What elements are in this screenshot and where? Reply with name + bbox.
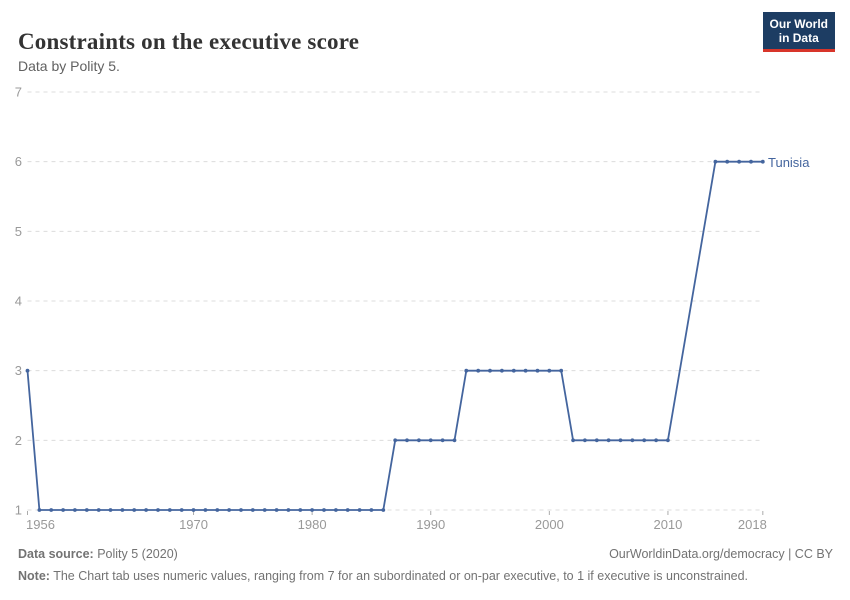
note-text: Note: The Chart tab uses numeric values,… (18, 569, 748, 583)
data-point[interactable] (618, 438, 623, 443)
data-point[interactable] (156, 508, 160, 512)
data-source-text: Data source: Polity 5 (2020) (18, 547, 178, 561)
data-point[interactable] (179, 508, 184, 512)
data-point[interactable] (606, 438, 611, 443)
data-point[interactable] (452, 438, 457, 443)
data-point[interactable] (713, 159, 718, 164)
y-axis-tick-label: 7 (15, 84, 22, 99)
data-point[interactable] (594, 438, 599, 443)
data-point[interactable] (310, 508, 314, 512)
data-point[interactable] (749, 159, 753, 164)
y-axis-tick-label: 4 (15, 293, 22, 308)
y-axis-tick-label: 3 (15, 363, 22, 378)
data-point[interactable] (25, 368, 30, 373)
data-point[interactable] (369, 508, 374, 512)
data-point[interactable] (262, 508, 267, 512)
x-axis-tick-label: 1970 (179, 517, 208, 532)
data-point[interactable] (500, 368, 504, 373)
y-axis-tick-label: 2 (15, 433, 22, 448)
data-point[interactable] (357, 508, 362, 512)
y-axis-tick-label: 5 (15, 224, 22, 239)
data-point[interactable] (84, 508, 89, 512)
owid-logo[interactable]: Our World in Data (762, 12, 835, 52)
data-point[interactable] (108, 508, 113, 512)
chart-canvas: 1 2 3 4 5 6 7 1956 1970 1980 1990 2000 2010 2018 (15, 84, 767, 532)
data-point[interactable] (511, 368, 516, 373)
tunisia-line[interactable] (26, 160, 763, 511)
data-point[interactable] (476, 368, 481, 373)
data-point[interactable] (215, 508, 220, 512)
data-point[interactable] (167, 508, 172, 512)
data-point[interactable] (547, 368, 552, 373)
data-point[interactable] (203, 508, 208, 512)
note-value: The Chart tab uses numeric values, rangi… (49, 569, 749, 583)
data-point[interactable] (571, 438, 575, 443)
chart-subtitle: Data by Polity 5. (18, 58, 120, 74)
data-point[interactable] (96, 508, 101, 512)
data-point[interactable] (583, 438, 587, 443)
data-point[interactable] (725, 159, 730, 164)
note-label: Note: (18, 569, 50, 583)
data-point[interactable] (417, 438, 421, 443)
data-point[interactable] (393, 438, 398, 443)
data-point[interactable] (737, 159, 741, 164)
page-title: Constraints on the executive score (18, 29, 360, 55)
data-point[interactable] (132, 508, 137, 512)
owid-logo-line1: Our World (769, 17, 828, 31)
data-point[interactable] (274, 508, 279, 512)
y-axis-tick-label: 1 (15, 503, 22, 518)
owid-link[interactable]: OurWorldinData.org/democracy | CC BY (609, 547, 833, 561)
x-axis-tick-label: 1956 (26, 517, 55, 532)
data-point[interactable] (37, 508, 42, 512)
data-point[interactable] (488, 368, 492, 373)
data-point[interactable] (191, 508, 196, 512)
data-point[interactable] (559, 368, 564, 373)
data-point[interactable] (428, 438, 433, 443)
data-point[interactable] (73, 508, 77, 512)
data-point[interactable] (286, 508, 291, 512)
x-axis-tick-label: 1990 (416, 517, 445, 532)
data-point[interactable] (666, 438, 670, 443)
data-point[interactable] (464, 368, 469, 373)
data-point[interactable] (239, 508, 243, 512)
data-point[interactable] (630, 438, 635, 443)
data-point[interactable] (120, 508, 125, 512)
y-axis-tick-label: 6 (15, 154, 22, 169)
x-axis-tick-label: 2010 (653, 517, 682, 532)
data-point[interactable] (405, 438, 409, 443)
data-point[interactable] (760, 159, 765, 164)
x-axis-tick-label: 1980 (298, 517, 327, 532)
data-point[interactable] (227, 508, 232, 512)
data-source-label: Data source: (18, 547, 94, 561)
owid-logo-line2: in Data (778, 31, 819, 45)
data-point[interactable] (523, 368, 528, 373)
data-point[interactable] (535, 368, 540, 373)
data-point[interactable] (49, 508, 54, 512)
data-point[interactable] (654, 438, 658, 443)
data-point[interactable] (144, 508, 149, 512)
data-point[interactable] (322, 508, 326, 512)
data-source-value: Polity 5 (2020) (93, 547, 178, 561)
data-point[interactable] (381, 508, 386, 512)
data-point[interactable] (61, 508, 65, 512)
series-label-tunisia[interactable]: Tunisia (768, 155, 810, 170)
data-point[interactable] (642, 438, 647, 443)
data-point[interactable] (298, 508, 303, 512)
x-axis-tick-label: 2018 (738, 517, 767, 532)
data-point[interactable] (345, 508, 350, 512)
data-point[interactable] (440, 438, 445, 443)
data-point[interactable] (334, 508, 338, 512)
x-axis-tick-label: 2000 (535, 517, 564, 532)
data-point[interactable] (250, 508, 255, 512)
